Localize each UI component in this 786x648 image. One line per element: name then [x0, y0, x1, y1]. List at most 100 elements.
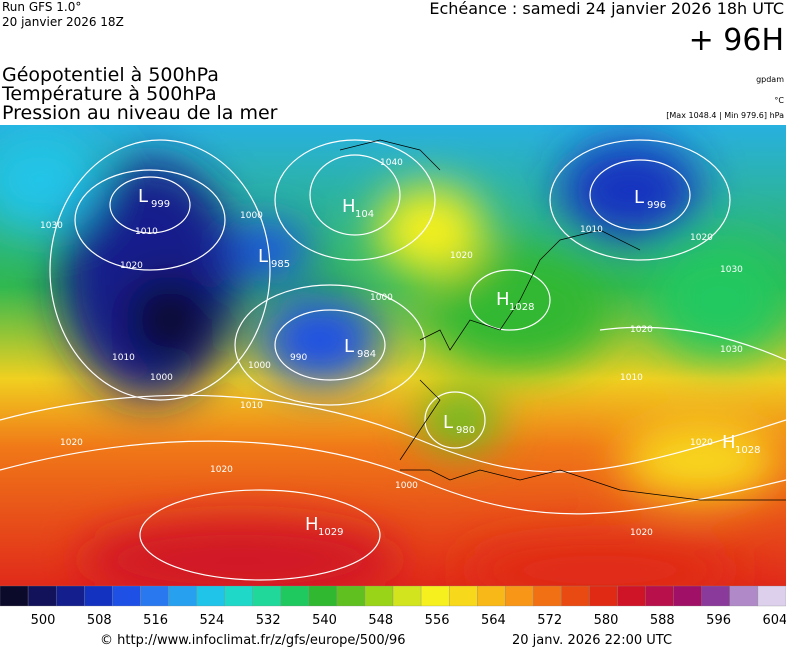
colorbar-cell: [420, 585, 450, 607]
colorbar-cell: [280, 585, 309, 607]
center-value: 1028: [735, 445, 760, 456]
isobar-label: 990: [290, 353, 307, 363]
colorbar-cell: [701, 585, 731, 607]
unit: gpdam: [756, 75, 784, 84]
isobar-label: 1010: [580, 225, 603, 235]
colorbar-label: 540: [312, 613, 337, 628]
center-letter: H: [342, 196, 356, 217]
center-value: 984: [357, 349, 376, 360]
footer-source: © http://www.infoclimat.fr/z/gfs/europe/…: [100, 633, 406, 648]
colorbar-label: 604: [762, 613, 786, 628]
colorbar-cell: [0, 585, 29, 607]
center-value: 985: [271, 259, 290, 270]
colorbar-label: 556: [425, 613, 450, 628]
unit: [Max 1048.4 | Min 979.6] hPa: [666, 111, 784, 120]
isobar-label: 1000: [240, 211, 263, 221]
field: Température à 500hPa: [1, 83, 217, 105]
isobar-label: 1020: [210, 465, 233, 475]
colorbar-cell: [561, 585, 590, 607]
isobar-label: 1020: [60, 438, 83, 448]
field: Pression au niveau de la mer: [2, 102, 278, 124]
unit: °C: [774, 96, 784, 105]
isobar-label: 1040: [380, 158, 403, 168]
isobar-label: 1000: [150, 373, 173, 383]
colorbar-cell: [196, 585, 225, 607]
isobar-label: 1010: [112, 353, 135, 363]
center-value: 1028: [509, 302, 534, 313]
isobar-label: 1030: [720, 265, 743, 275]
isobar-label: 1030: [40, 221, 63, 231]
isobar-label: 1020: [630, 528, 653, 538]
isobar-label: 1000: [248, 361, 271, 371]
colorbar-cell: [140, 585, 169, 607]
center-letter: L: [634, 187, 644, 208]
isobar-label: 1020: [690, 438, 713, 448]
isobar-label: 1010: [240, 401, 263, 411]
coastlines: [339, 139, 786, 501]
center-letter: H: [496, 289, 510, 310]
center-letter: H: [305, 514, 319, 535]
isobar-label: 1010: [620, 373, 643, 383]
colorbar-cell: [533, 585, 562, 607]
colorbar-label: 572: [537, 613, 562, 628]
colorbar-cell: [112, 585, 141, 607]
run-date: 20 janvier 2026 18Z: [2, 15, 124, 29]
isobar-label: 1030: [720, 345, 743, 355]
valid-time: Echéance : samedi 24 janvier 2026 18h UT…: [429, 0, 784, 18]
lead-time: + 96H: [689, 23, 784, 58]
colorbar-cell: [729, 585, 759, 607]
colorbar-cell: [645, 585, 674, 607]
colorbar-cell: [336, 585, 366, 607]
colorbar-cell: [505, 585, 534, 607]
colorbar-label: 564: [481, 613, 506, 628]
colorbar-label: 588: [650, 613, 675, 628]
center-letter: H: [722, 432, 736, 453]
center-value: 980: [456, 425, 475, 436]
colorbar-label: 508: [87, 613, 112, 628]
colorbar-cell: [589, 585, 618, 607]
center-letter: L: [443, 412, 453, 433]
colorbar-label: 532: [256, 613, 281, 628]
colorbar-label: 580: [594, 613, 619, 628]
center-value: 104: [355, 209, 374, 220]
center-letter: L: [138, 186, 148, 207]
colorbar-cell: [617, 585, 646, 607]
isobars: [0, 139, 786, 581]
center-letter: L: [258, 246, 268, 267]
field: Géopotentiel à 500hPa: [2, 64, 219, 86]
run: Run GFS 1.0°: [2, 0, 81, 14]
colorbar-cell: [392, 585, 422, 607]
center-letter: L: [344, 336, 354, 357]
colorbar-cell: [448, 585, 478, 607]
isobar-label: 1020: [120, 261, 143, 271]
center-value: 999: [151, 199, 170, 210]
colorbar-label: 516: [143, 613, 168, 628]
isobar-label: 1000: [395, 481, 418, 491]
colorbar-label: 596: [706, 613, 731, 628]
footer-generated: 20 janv. 2026 22:00 UTC: [512, 633, 672, 648]
center-value: 1029: [318, 527, 343, 538]
map: [0, 125, 786, 586]
isobar-label: 1000: [370, 293, 393, 303]
colorbar-label: 500: [31, 613, 56, 628]
isobar-label: 1020: [690, 233, 713, 243]
isobar-label: 1020: [450, 251, 473, 261]
colorbar-cell: [364, 585, 394, 607]
colorbar-cell: [55, 585, 85, 607]
isobar-label: 1010: [135, 227, 158, 237]
colorbar-cell: [673, 585, 702, 607]
colorbar-cell: [168, 585, 197, 607]
colorbar-cell: [477, 585, 506, 607]
colorbar-label: 548: [368, 613, 393, 628]
colorbar-cell: [224, 585, 253, 607]
colorbar-cell: [27, 585, 57, 607]
isobar-label: 1020: [630, 325, 653, 335]
colorbar-cell: [252, 585, 281, 607]
colorbar-cell: [757, 585, 786, 607]
colorbar-cell: [308, 585, 338, 607]
colorbar-label: 524: [199, 613, 224, 628]
center-value: 996: [647, 200, 666, 211]
colorbar-cell: [84, 585, 113, 607]
